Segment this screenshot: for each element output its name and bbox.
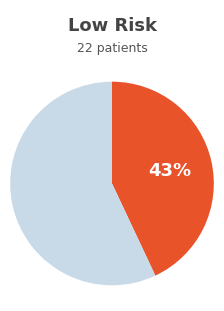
Wedge shape — [10, 82, 155, 285]
Text: Low Risk: Low Risk — [67, 17, 157, 35]
Text: 43%: 43% — [148, 162, 191, 180]
Wedge shape — [112, 82, 214, 276]
Text: 22 patients: 22 patients — [77, 42, 147, 55]
